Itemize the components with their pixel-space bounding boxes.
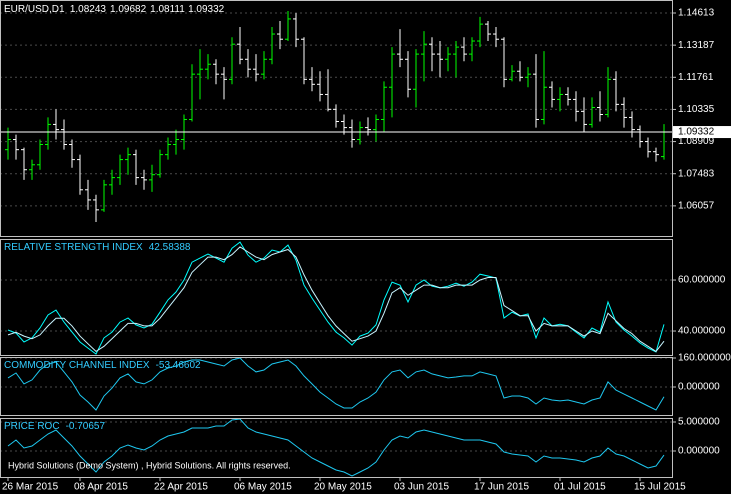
y-tick-label: 1.14613 — [678, 8, 715, 19]
indicator-line — [7, 241, 665, 355]
header-high: 1.09682 — [110, 4, 147, 15]
indicator-line — [7, 418, 665, 477]
y-tick-label: 40.000000 — [678, 326, 726, 337]
last-price-bg — [673, 126, 731, 139]
indicator-value: 42.58388 — [149, 242, 191, 253]
indicator-value: -53.46602 — [156, 360, 201, 371]
panel-frame — [0, 239, 673, 356]
y-tick-label: 1.06057 — [678, 201, 715, 212]
y-tick-label: 1.13187 — [678, 40, 715, 51]
indicator-line — [7, 357, 665, 411]
x-tick-label: 06 May 2015 — [234, 482, 292, 493]
x-tick-label: 20 May 2015 — [314, 482, 372, 493]
y-tick-label: 0.000000 — [678, 446, 720, 457]
y-tick-label: 1.10335 — [678, 104, 715, 115]
chart-header: EUR/USD,D1 1.08243 1.09682 1.08111 1.09332 — [4, 4, 225, 15]
x-tick-label: 17 Jun 2015 — [474, 482, 529, 493]
indicator-name: RELATIVE STRENGTH INDEX — [4, 242, 143, 253]
indicator-value: -0.70657 — [66, 421, 106, 432]
y-tick-label: 1.07483 — [678, 168, 715, 179]
copyright: Hybrid Solutions (Demo System) , Hybrid … — [8, 460, 291, 470]
x-tick-label: 08 Apr 2015 — [74, 482, 128, 493]
y-tick-label: 1.08909 — [678, 136, 715, 147]
indicator-line — [7, 246, 665, 353]
x-tick-label: 01 Jul 2015 — [554, 482, 606, 493]
header-open: 1.08243 — [70, 4, 107, 15]
header-low: 1.08111 — [150, 4, 185, 15]
x-tick-label: 26 Mar 2015 — [2, 482, 59, 493]
indicator-title: RELATIVE STRENGTH INDEX 42.58388 — [4, 242, 191, 253]
last-price-label: 1.09332 — [678, 127, 715, 138]
symbol: EUR/USD,D1 — [4, 4, 65, 15]
indicator-name: PRICE ROC — [4, 421, 60, 432]
indicator-title: COMMODITY CHANNEL INDEX -53.46602 — [4, 360, 201, 371]
y-tick-label: 160.000000 — [678, 353, 731, 364]
indicator-title: PRICE ROC -0.70657 — [4, 421, 105, 432]
x-tick-label: 03 Jun 2015 — [394, 482, 449, 493]
x-tick-label: 22 Apr 2015 — [154, 482, 208, 493]
panel-frame — [0, 418, 673, 478]
x-tick-label: 15 Jul 2015 — [634, 482, 686, 493]
header-close: 1.09332 — [188, 4, 225, 15]
y-tick-label: 60.000000 — [678, 275, 726, 286]
y-tick-label: 1.11761 — [678, 72, 714, 83]
y-tick-label: 0.000000 — [678, 382, 720, 393]
y-tick-label: 5.000000 — [678, 417, 720, 428]
panel-frame — [0, 357, 673, 416]
panel-frame — [0, 0, 673, 237]
indicator-name: COMMODITY CHANNEL INDEX — [4, 360, 150, 371]
